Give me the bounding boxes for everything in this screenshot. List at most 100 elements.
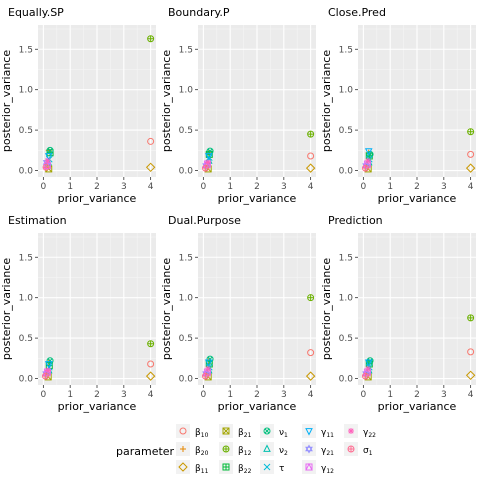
point-b10 [467,348,475,356]
y-tick-label: 1.0 [179,294,194,304]
y-tick-label: 1.5 [179,45,193,55]
panel-6: Prediction 0 1 2 3 4 0.0 0.5 1.0 1.5 prior_varianc… [320,214,476,413]
y-tick-label: 0.5 [19,126,33,136]
y-tick-label: 1.5 [179,253,193,263]
x-tick-label: 4 [308,390,314,400]
x-axis-label: prior_variance [218,192,297,205]
point-b12 [467,314,475,322]
x-tick-label: 1 [67,182,73,192]
legend-item-b21: β21 [219,424,252,439]
point-g11 [204,153,213,161]
legend-label: γ12 [321,464,334,475]
legend-label: τ [279,464,284,474]
point-s1 [202,164,210,172]
point-b11 [305,163,316,173]
x-tick-label: 0 [360,390,366,400]
point-b12 [307,130,315,138]
y-tick-label: 1.5 [19,253,33,263]
point-g11 [44,361,53,369]
legend-label: ν2 [279,446,288,457]
y-axis-label: posterior_variance [0,258,13,360]
y-tick-label: 0.0 [179,375,194,385]
legend-item-b20: β20 [176,442,209,457]
y-axis-label: posterior_variance [160,50,173,152]
y-tick-label: 1.0 [339,294,354,304]
x-axis-label: prior_variance [58,400,137,413]
point-b11 [145,371,156,381]
panel-2: Boundary.P 0 1 2 3 4 0.0 0.5 1.0 1.5 prior_varianc… [160,6,316,205]
point-b12 [307,294,315,302]
x-tick-label: 2 [254,390,260,400]
point-s1 [362,372,370,380]
legend-symbol-g21 [305,444,313,454]
panel-title: Equally.SP [8,6,64,19]
point-b10 [147,137,155,145]
x-tick-label: 3 [121,390,127,400]
point-b11 [465,163,476,173]
point-b10 [307,349,315,357]
y-tick-label: 0.0 [339,167,354,177]
x-tick-label: 0 [40,390,46,400]
y-tick-label: 0.5 [339,126,353,136]
y-tick-label: 1.0 [19,86,34,96]
x-tick-label: 3 [281,390,287,400]
legend-label: β22 [238,464,252,475]
y-tick-label: 0.5 [339,334,353,344]
x-axis-label: prior_variance [218,400,297,413]
legend-item-g22: γ22 [344,424,376,439]
legend-label: γ22 [363,428,376,439]
legend-item-g11: γ11 [302,424,334,439]
x-tick-label: 1 [387,182,393,192]
point-g22 [364,157,371,164]
legend-label: β20 [195,446,209,457]
x-tick-label: 0 [40,182,46,192]
panel-3: Close.Pred 0 1 2 3 4 0.0 0.5 1.0 1.5 prior_varianc… [320,6,476,205]
x-tick-label: 4 [308,182,314,192]
legend-key [302,442,316,456]
legend-key [176,424,190,438]
x-tick-label: 1 [227,390,233,400]
y-tick-label: 1.5 [339,45,353,55]
y-axis-label: posterior_variance [320,258,333,360]
panel-title: Dual.Purpose [168,214,241,227]
x-tick-label: 2 [254,182,260,192]
x-tick-label: 3 [281,182,287,192]
legend-item-nu1: ν1 [260,424,288,439]
legend-key [176,460,190,474]
point-b10 [307,152,315,160]
legend-symbol-tau [263,463,271,471]
point-b12 [147,340,155,348]
point-g11 [364,359,373,367]
legend-item-g12: γ12 [302,460,334,475]
y-tick-label: 1.0 [339,86,354,96]
legend-item-tau: τ [260,460,284,474]
x-tick-label: 4 [148,182,154,192]
legend-item-b10: β10 [176,424,209,439]
point-s1 [202,372,210,380]
y-axis-label: posterior_variance [0,50,13,152]
point-g22 [364,365,371,372]
legend-item-b22: β22 [219,460,252,475]
legend-item-nu2: ν2 [260,442,288,457]
legend-symbol-b11 [178,462,188,472]
point-g22 [204,159,211,166]
point-b10 [147,360,155,368]
legend-symbol-b21 [222,427,230,435]
x-tick-label: 4 [468,182,474,192]
legend: parameter β10 β20 β11 β21 β12 β22 ν1 ν2 τ γ11 γ21 γ1… [116,424,376,475]
x-tick-label: 2 [94,390,100,400]
legend-label: σ1 [363,446,373,457]
y-tick-label: 1.0 [19,294,34,304]
panel-5: Dual.Purpose 0 1 2 3 4 0.0 0.5 1.0 1.5 prior_varia… [160,214,316,413]
point-g22 [204,365,211,372]
legend-item-b12: β12 [219,442,252,457]
y-axis-label: posterior_variance [160,258,173,360]
panel-title: Boundary.P [168,6,230,19]
panel-1: Equally.SP 0 1 2 3 4 0.0 0.5 1.0 1.5 prior_varianc… [0,6,156,205]
x-tick-label: 0 [200,182,206,192]
x-tick-label: 2 [94,182,100,192]
y-tick-label: 1.5 [339,253,353,263]
legend-symbol-b10 [179,427,187,435]
point-s1 [42,163,50,171]
